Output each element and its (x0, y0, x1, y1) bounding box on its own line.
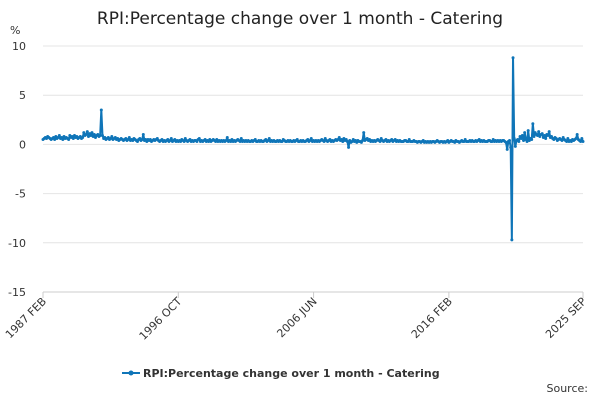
point (267, 136, 271, 140)
point (536, 134, 540, 138)
y-tick-label: 10 (12, 40, 26, 53)
y-tick-label: -15 (8, 286, 26, 299)
point (560, 138, 564, 142)
point (508, 138, 512, 142)
source: Source: (547, 382, 589, 395)
point (127, 136, 131, 140)
point (579, 139, 583, 143)
point (546, 134, 550, 138)
point (92, 133, 96, 137)
point (182, 139, 186, 143)
point (525, 139, 529, 143)
point (322, 139, 326, 143)
point (517, 139, 521, 143)
point (341, 139, 345, 143)
point (531, 122, 535, 126)
point (141, 133, 145, 137)
point (547, 130, 551, 134)
point (81, 136, 85, 140)
point (225, 136, 229, 140)
point (53, 137, 57, 141)
point (566, 136, 570, 140)
point (85, 130, 89, 134)
point (99, 108, 103, 112)
point (509, 145, 513, 149)
point (100, 134, 104, 138)
point (90, 131, 94, 135)
point (574, 136, 578, 140)
point (543, 134, 547, 138)
y-tick-label: 5 (19, 89, 26, 102)
point (84, 133, 88, 137)
point (337, 136, 341, 140)
point (581, 139, 585, 143)
point (530, 137, 534, 141)
point (575, 133, 579, 137)
point (580, 136, 584, 140)
line (42, 56, 584, 241)
point (519, 136, 523, 140)
point (361, 138, 365, 142)
point (98, 134, 102, 138)
point (86, 135, 90, 139)
point (110, 135, 114, 139)
y-unit: % (10, 24, 20, 37)
point (238, 139, 242, 143)
y-tick-label: 0 (19, 138, 26, 151)
y-tick-label: -5 (15, 188, 26, 201)
point (224, 138, 228, 142)
x-tick-label: 1996 OCT (137, 295, 185, 343)
point (544, 136, 548, 140)
point (61, 137, 65, 141)
point (537, 130, 541, 134)
point (239, 136, 243, 140)
point (504, 140, 508, 144)
point (309, 136, 313, 140)
point (82, 131, 86, 135)
legend-marker (128, 370, 134, 376)
point (140, 137, 144, 141)
point (513, 144, 517, 148)
point (71, 136, 75, 140)
point (89, 134, 93, 138)
point (169, 136, 173, 140)
chart-title: RPI:Percentage change over 1 month - Cat… (97, 9, 503, 29)
point (511, 56, 515, 60)
point (565, 139, 569, 143)
legend-label: RPI:Percentage change over 1 month - Cat… (143, 367, 440, 380)
point (345, 139, 349, 143)
point (362, 131, 366, 135)
x-tick-label: 1987 FEB (3, 295, 49, 341)
y-tick-label: -10 (8, 237, 26, 250)
x-tick-label: 2006 JUN (274, 295, 319, 340)
point (520, 134, 524, 138)
point (347, 145, 351, 149)
x-tick-label: 2016 FEB (409, 295, 455, 341)
point (523, 131, 527, 135)
point (512, 136, 516, 140)
point (522, 138, 526, 142)
point (197, 136, 201, 140)
x-tick-label: 2025 SEP (543, 295, 589, 341)
point (378, 139, 382, 143)
point (526, 129, 530, 133)
point (510, 238, 514, 242)
point (57, 134, 61, 138)
point (67, 137, 71, 141)
point (532, 135, 536, 139)
point (505, 147, 509, 151)
point (540, 132, 544, 136)
